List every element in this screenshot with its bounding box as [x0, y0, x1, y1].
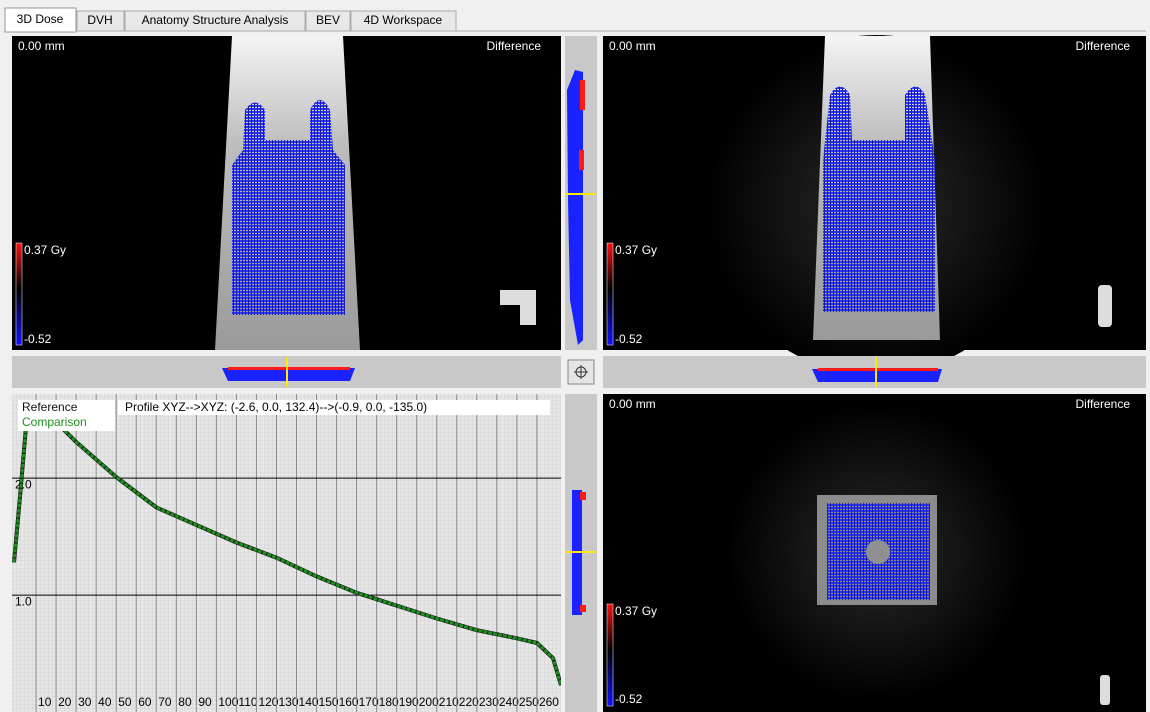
x-tick-label: 70: [158, 695, 172, 709]
x-tick-label: 10: [38, 695, 52, 709]
screen: 3D Dose DVH Anatomy Structure Analysis B…: [0, 0, 1150, 712]
x-tick-label: 220: [459, 695, 479, 709]
view-axial: 0.00 mm Difference 0.37 Gy -0.52: [603, 394, 1146, 712]
x-tick-label: 40: [98, 695, 112, 709]
orientation-icon: [1100, 675, 1110, 705]
difference-hole: [866, 540, 890, 564]
tab-label[interactable]: 4D Workspace: [364, 13, 443, 27]
color-scale: [16, 243, 22, 345]
x-tick-label: 200: [419, 695, 439, 709]
tab-label[interactable]: DVH: [87, 13, 112, 27]
plot-area: [12, 394, 561, 712]
depth-label: 0.00 mm: [18, 39, 65, 53]
legend-label: Comparison: [22, 415, 87, 429]
color-scale: [607, 604, 613, 706]
x-tick-label: 20: [58, 695, 72, 709]
mode-label: Difference: [1076, 39, 1131, 53]
x-tick-label: 30: [78, 695, 92, 709]
depth-label: 0.00 mm: [609, 397, 656, 411]
page: 3D Dose DVH Anatomy Structure Analysis B…: [0, 0, 1150, 712]
scale-min: -0.52: [615, 332, 643, 346]
depth-label: 0.00 mm: [609, 39, 656, 53]
x-tick-label: 230: [479, 695, 499, 709]
x-tick-label: 260: [539, 695, 559, 709]
x-tick-label: 100: [218, 695, 238, 709]
y-tick-label: 1.0: [15, 594, 32, 608]
scale-min: -0.52: [615, 692, 643, 706]
x-tick-label: 210: [439, 695, 459, 709]
x-tick-label: 120: [258, 695, 278, 709]
scale-max: 0.37 Gy: [615, 604, 657, 618]
tab-label[interactable]: BEV: [316, 13, 340, 27]
x-tick-label: 130: [278, 695, 298, 709]
profile-shape: [228, 367, 350, 370]
orientation-icon: [1098, 285, 1112, 327]
x-tick-label: 190: [399, 695, 419, 709]
x-tick-label: 240: [499, 695, 519, 709]
x-tick-label: 170: [359, 695, 379, 709]
x-tick-label: 250: [519, 695, 539, 709]
x-tick-label: 50: [118, 695, 132, 709]
x-tick-label: 150: [319, 695, 339, 709]
x-tick-label: 110: [238, 695, 257, 709]
x-tick-label: 140: [299, 695, 319, 709]
view-sagittal: 0.00 mm Difference 0.37 Gy -0.52: [603, 35, 1146, 375]
x-tick-label: 60: [138, 695, 152, 709]
scale-max: 0.37 Gy: [24, 243, 66, 257]
scale-max: 0.37 Gy: [615, 243, 657, 257]
legend-label: Reference: [22, 400, 78, 414]
x-tick-label: 90: [198, 695, 212, 709]
color-scale: [607, 243, 613, 345]
view-coronal: 0.00 mm Difference 0.37 Gy -0.52: [12, 36, 561, 350]
mode-label: Difference: [1076, 397, 1131, 411]
x-tick-label: 80: [178, 695, 192, 709]
mode-label: Difference: [487, 39, 542, 53]
scale-min: -0.52: [24, 332, 52, 346]
tab-label[interactable]: Anatomy Structure Analysis: [142, 13, 289, 27]
tab-label[interactable]: 3D Dose: [17, 12, 64, 26]
profile-shape: [818, 368, 938, 371]
x-tick-label: 180: [379, 695, 399, 709]
plot-title: Profile XYZ-->XYZ: (-2.6, 0.0, 132.4)-->…: [125, 400, 427, 414]
x-tick-label: 160: [339, 695, 359, 709]
y-tick-label: 2.0: [15, 477, 32, 491]
